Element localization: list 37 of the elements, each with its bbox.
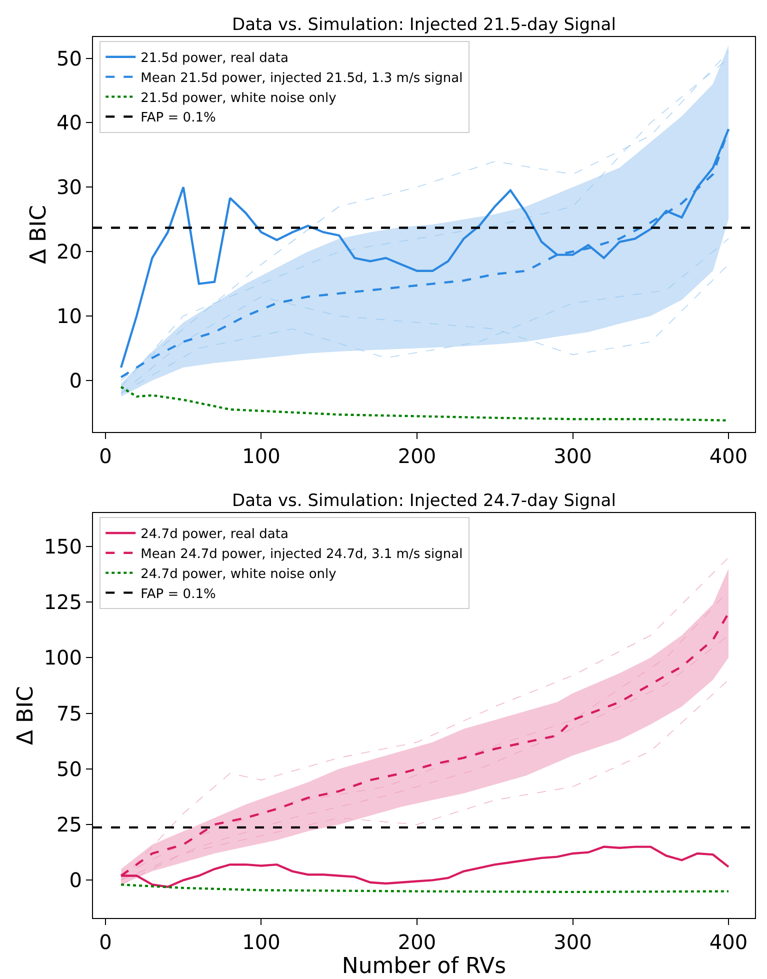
chart-title: Data vs. Simulation: Injected 21.5-day Signal <box>232 15 616 35</box>
legend-label: 24.7d power, white noise only <box>140 566 337 582</box>
legend-label: 21.5d power, real data <box>140 50 288 66</box>
y-axis-title: Δ BIC <box>26 205 52 264</box>
y-tick-label: 10 <box>56 304 82 328</box>
y-tick-label: 0 <box>69 368 82 392</box>
y-tick-label: 100 <box>44 646 82 670</box>
y-tick-label: 50 <box>56 756 82 781</box>
y-tick-label: 0 <box>69 868 82 892</box>
x-tick-label: 100 <box>242 444 280 468</box>
legend-label: 24.7d power, real data <box>140 527 288 542</box>
x-tick-label: 200 <box>398 930 436 954</box>
legend-label: Mean 21.5d power, injected 21.5d, 1.3 m/s signal <box>140 70 463 86</box>
chart-title: Data vs. Simulation: Injected 24.7-day Signal <box>232 491 616 511</box>
y-tick-label: 20 <box>56 240 82 264</box>
x-tick-label: 0 <box>99 930 112 954</box>
x-tick-label: 0 <box>99 444 112 468</box>
line-series <box>120 884 730 894</box>
x-axis-title: Number of RVs <box>342 954 506 979</box>
legend-label: FAP = 0.1% <box>140 586 216 602</box>
y-tick-label: 30 <box>56 175 82 200</box>
x-tick-label: 400 <box>709 444 748 468</box>
legend-label: FAP = 0.1% <box>140 110 216 126</box>
y-tick-label: 50 <box>56 46 82 70</box>
y-tick-label: 150 <box>44 534 82 558</box>
legend-label: 21.5d power, white noise only <box>140 90 337 106</box>
y-tick-label: 125 <box>44 590 82 614</box>
legend-label: Mean 24.7d power, injected 24.7d, 3.1 m/s signal <box>140 546 463 562</box>
y-tick-label: 75 <box>56 701 82 726</box>
y-tick-label: 40 <box>56 110 82 135</box>
x-tick-label: 100 <box>242 930 280 954</box>
x-tick-label: 300 <box>554 444 592 468</box>
x-tick-label: 200 <box>398 444 436 468</box>
x-tick-label: 400 <box>709 930 748 954</box>
x-tick-label: 300 <box>554 930 592 954</box>
y-tick-label: 25 <box>56 812 82 837</box>
y-axis-title: Δ BIC <box>14 686 39 745</box>
